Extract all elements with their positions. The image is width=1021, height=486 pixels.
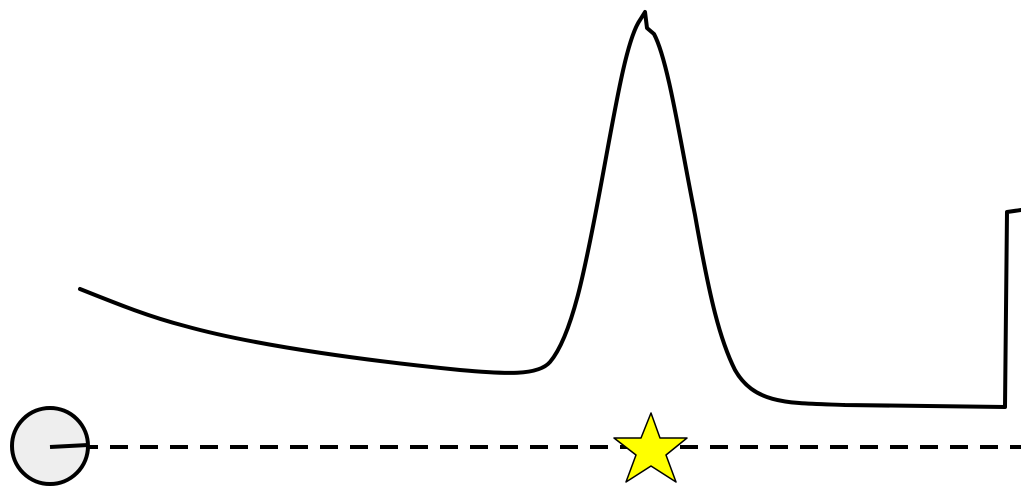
terrain-line — [78, 10, 1021, 409]
player-ball[interactable] — [10, 406, 90, 486]
ball-aim-handle — [49, 443, 89, 449]
star-icon[interactable] — [613, 412, 688, 483]
